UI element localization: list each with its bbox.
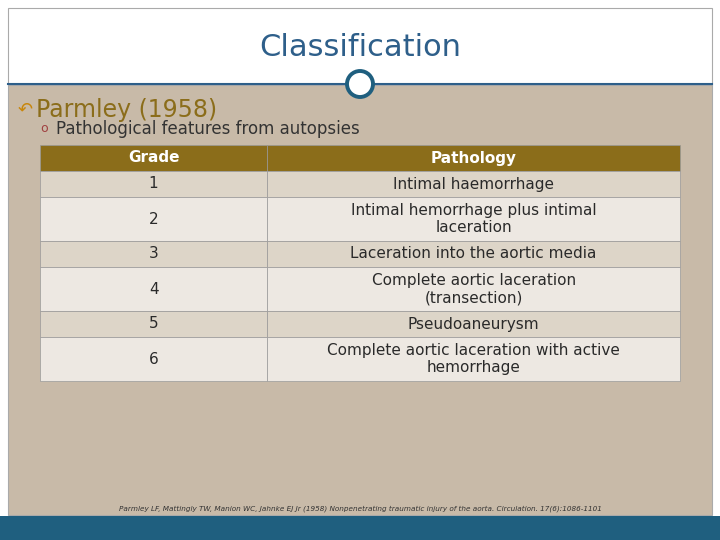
Text: Complete aortic laceration
(transection): Complete aortic laceration (transection) bbox=[372, 273, 576, 305]
Text: Parmley (1958): Parmley (1958) bbox=[36, 98, 217, 122]
Text: o: o bbox=[40, 123, 48, 136]
Text: Parmley LF, Mattingly TW, Manion WC, Jahnke EJ Jr (1958) Nonpenetrating traumati: Parmley LF, Mattingly TW, Manion WC, Jah… bbox=[119, 505, 601, 512]
Bar bbox=[40, 171, 267, 197]
Bar bbox=[267, 337, 680, 381]
Bar bbox=[0, 516, 720, 540]
Bar bbox=[267, 311, 680, 337]
Circle shape bbox=[347, 71, 373, 97]
Text: 3: 3 bbox=[149, 246, 158, 261]
Text: Pathology: Pathology bbox=[431, 151, 517, 165]
Text: 4: 4 bbox=[149, 281, 158, 296]
Text: 5: 5 bbox=[149, 316, 158, 332]
Bar bbox=[267, 145, 680, 171]
Bar bbox=[40, 145, 267, 171]
Text: ↶: ↶ bbox=[18, 101, 33, 119]
Text: Pathological features from autopsies: Pathological features from autopsies bbox=[56, 120, 360, 138]
Text: 1: 1 bbox=[149, 177, 158, 192]
Bar bbox=[40, 311, 267, 337]
Bar bbox=[8, 8, 712, 85]
Bar bbox=[40, 197, 267, 241]
Text: Grade: Grade bbox=[128, 151, 179, 165]
Text: 6: 6 bbox=[149, 352, 158, 367]
Text: Intimal hemorrhage plus intimal
laceration: Intimal hemorrhage plus intimal lacerati… bbox=[351, 203, 596, 235]
Bar bbox=[267, 241, 680, 267]
Text: Complete aortic laceration with active
hemorrhage: Complete aortic laceration with active h… bbox=[327, 343, 620, 375]
Bar bbox=[267, 197, 680, 241]
Bar bbox=[40, 337, 267, 381]
Text: Classification: Classification bbox=[259, 32, 461, 62]
Bar bbox=[40, 267, 267, 311]
Bar bbox=[267, 267, 680, 311]
Bar bbox=[40, 241, 267, 267]
Text: Pseudoaneurysm: Pseudoaneurysm bbox=[408, 316, 539, 332]
Text: Laceration into the aortic media: Laceration into the aortic media bbox=[351, 246, 597, 261]
Text: Intimal haemorrhage: Intimal haemorrhage bbox=[393, 177, 554, 192]
Bar bbox=[8, 85, 712, 515]
Bar bbox=[267, 171, 680, 197]
Text: 2: 2 bbox=[149, 212, 158, 226]
